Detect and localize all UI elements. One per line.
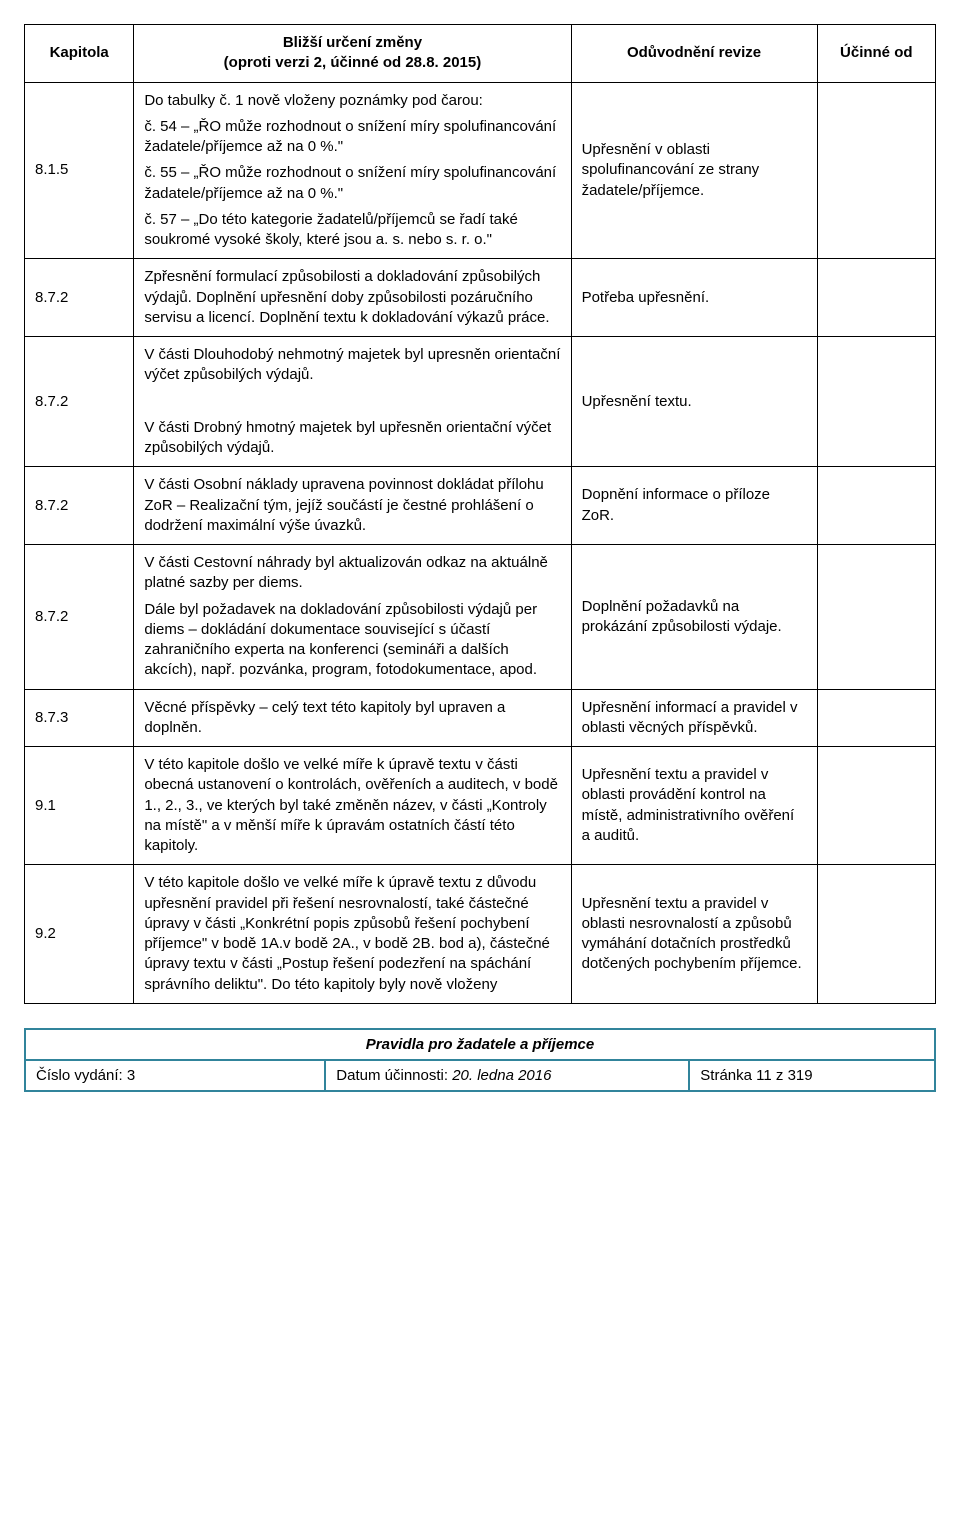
cell-change: V této kapitole došlo ve velké míře k úp… (134, 865, 571, 1004)
table-row: 8.1.5 Do tabulky č. 1 nově vloženy poznám… (25, 82, 936, 259)
cell-change: V části Cestovní náhrady byl aktualizová… (134, 545, 571, 690)
header-kapitola: Kapitola (25, 25, 134, 83)
cell-effective (817, 865, 935, 1004)
table-row: 8.7.3Věcné příspěvky – celý text této ka… (25, 689, 936, 747)
footer-date-label: Datum účinnosti: (336, 1067, 452, 1084)
footer: Pravidla pro žadatele a příjemce Číslo v… (24, 1028, 936, 1092)
footer-issue: Číslo vydání: 3 (25, 1060, 325, 1091)
cell-reason: Upřesnění informací a pravidel v oblasti… (571, 689, 817, 747)
cell-effective (817, 337, 935, 467)
cell-kapitola: 8.7.2 (25, 337, 134, 467)
footer-title: Pravidla pro žadatele a příjemce (25, 1029, 935, 1060)
cell-change: Věcné příspěvky – celý text této kapitol… (134, 689, 571, 747)
cell-effective (817, 259, 935, 337)
change-paragraph: V této kapitole došlo ve velké míře k úp… (144, 755, 560, 856)
cell-change: V části Dlouhodobý nehmotný majetek byl … (134, 337, 571, 467)
footer-page: Stránka 11 z 319 (689, 1060, 935, 1091)
header-change-line2: (oproti verzi 2, účinné od 28.8. 2015) (144, 53, 560, 73)
cell-kapitola: 9.1 (25, 747, 134, 865)
cell-kapitola: 8.7.2 (25, 467, 134, 545)
change-paragraph: Do tabulky č. 1 nově vloženy poznámky po… (144, 91, 560, 111)
change-paragraph: V části Cestovní náhrady byl aktualizová… (144, 553, 560, 594)
cell-kapitola: 8.7.2 (25, 545, 134, 690)
change-paragraph (144, 392, 560, 412)
cell-kapitola: 8.7.3 (25, 689, 134, 747)
cell-reason: Upřesnění textu. (571, 337, 817, 467)
header-change: Bližší určení změny (oproti verzi 2, úči… (134, 25, 571, 83)
change-paragraph: Dále byl požadavek na dokladování způsob… (144, 600, 560, 681)
cell-effective (817, 467, 935, 545)
footer-table: Pravidla pro žadatele a příjemce Číslo v… (24, 1028, 936, 1092)
table-row: 8.7.2V části Dlouhodobý nehmotný majetek… (25, 337, 936, 467)
change-paragraph: č. 54 – „ŘO může rozhodnout o snížení mí… (144, 117, 560, 158)
cell-effective (817, 689, 935, 747)
changes-table: Kapitola Bližší určení změny (oproti ver… (24, 24, 936, 1004)
change-paragraph: V této kapitole došlo ve velké míře k úp… (144, 873, 560, 995)
change-paragraph: č. 55 – „ŘO může rozhodnout o snížení mí… (144, 163, 560, 204)
table-header-row: Kapitola Bližší určení změny (oproti ver… (25, 25, 936, 83)
cell-reason: Upřesnění textu a pravidel v oblasti nes… (571, 865, 817, 1004)
cell-effective (817, 545, 935, 690)
change-paragraph: V části Dlouhodobý nehmotný majetek byl … (144, 345, 560, 386)
cell-kapitola: 8.7.2 (25, 259, 134, 337)
table-row: 8.7.2Zpřesnění formulací způsobilosti a … (25, 259, 936, 337)
header-effective: Účinné od (817, 25, 935, 83)
change-paragraph: č. 57 – „Do této kategorie žadatelů/příj… (144, 210, 560, 251)
table-row: 9.1V této kapitole došlo ve velké míře k… (25, 747, 936, 865)
cell-reason: Dopnění informace o příloze ZoR. (571, 467, 817, 545)
footer-date: Datum účinnosti: 20. ledna 2016 (325, 1060, 689, 1091)
cell-change: Do tabulky č. 1 nově vloženy poznámky po… (134, 82, 571, 259)
header-change-line1: Bližší určení změny (144, 33, 560, 53)
cell-reason: Potřeba upřesnění. (571, 259, 817, 337)
cell-kapitola: 9.2 (25, 865, 134, 1004)
cell-effective (817, 747, 935, 865)
change-paragraph: Zpřesnění formulací způsobilosti a dokla… (144, 267, 560, 328)
cell-reason: Upřesnění textu a pravidel v oblasti pro… (571, 747, 817, 865)
change-paragraph: V části Osobní náklady upravena povinnos… (144, 475, 560, 536)
cell-effective (817, 82, 935, 259)
cell-change: V této kapitole došlo ve velké míře k úp… (134, 747, 571, 865)
cell-change: Zpřesnění formulací způsobilosti a dokla… (134, 259, 571, 337)
table-row: 9.2V této kapitole došlo ve velké míře k… (25, 865, 936, 1004)
cell-kapitola: 8.1.5 (25, 82, 134, 259)
header-reason: Odůvodnění revize (571, 25, 817, 83)
table-row: 8.7.2V části Osobní náklady upravena pov… (25, 467, 936, 545)
change-paragraph: V části Drobný hmotný majetek byl upřesn… (144, 418, 560, 459)
cell-change: V části Osobní náklady upravena povinnos… (134, 467, 571, 545)
cell-reason: Doplnění požadavků na prokázání způsobil… (571, 545, 817, 690)
cell-reason: Upřesnění v oblasti spolufinancování ze … (571, 82, 817, 259)
change-paragraph: Věcné příspěvky – celý text této kapitol… (144, 698, 560, 739)
footer-date-value: 20. ledna 2016 (452, 1067, 551, 1084)
table-row: 8.7.2V části Cestovní náhrady byl aktual… (25, 545, 936, 690)
